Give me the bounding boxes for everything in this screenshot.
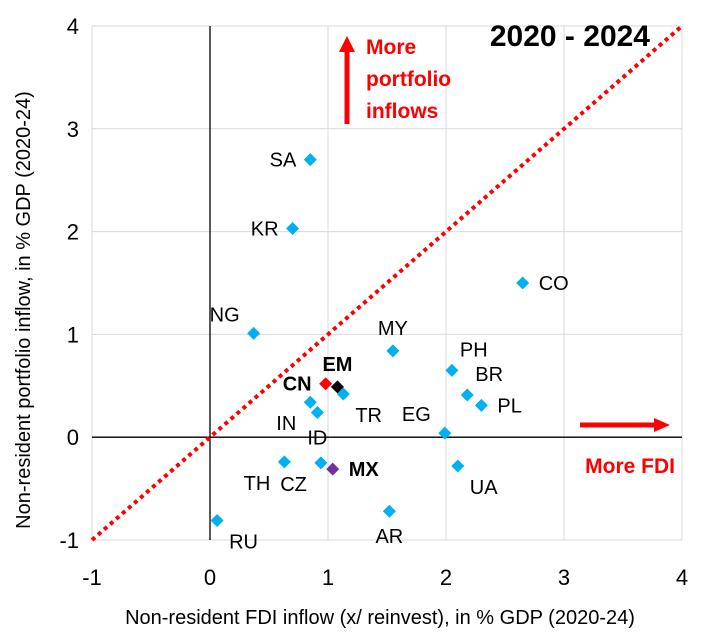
label-em: EM: [322, 354, 352, 376]
point-mx: [326, 462, 340, 476]
portfolio-annotation-line: More: [366, 36, 416, 59]
point-eg: [438, 426, 452, 440]
portfolio-annotation: More portfolio inflows: [339, 36, 451, 124]
label-cn: CN: [283, 374, 312, 396]
y-tick-label: -1: [59, 528, 79, 553]
point-labels: SA KR NG CO MY PH BR PL EG TR IN ID TH CZ UA AR RU EM CN MX: [210, 150, 569, 554]
x-tick-label: 4: [676, 565, 688, 590]
gridlines: [91, 25, 683, 541]
label-ar: AR: [375, 526, 403, 548]
label-ng: NG: [210, 304, 240, 326]
x-tick-label: 2: [440, 565, 452, 590]
y-axis-title: Non-resident portfolio inflow, in % GDP …: [13, 91, 35, 529]
portfolio-annotation-line: inflows: [366, 100, 438, 123]
fdi-annotation: More FDI: [580, 418, 675, 478]
point-cz: [314, 456, 328, 470]
point-tr: [336, 387, 350, 401]
point-pl: [474, 398, 488, 412]
label-ph: PH: [460, 339, 488, 361]
y-tick-label: 4: [67, 14, 79, 39]
point-ar: [382, 504, 396, 518]
point-ph: [445, 363, 459, 377]
point-em: [330, 380, 344, 394]
label-eg: EG: [402, 404, 431, 426]
label-my: MY: [378, 318, 408, 340]
label-kr: KR: [251, 219, 279, 241]
point-sa: [303, 153, 317, 167]
point-ru: [210, 513, 224, 527]
x-axis-title: Non-resident FDI inflow (x/ reinvest), i…: [125, 607, 635, 629]
label-th: TH: [244, 473, 271, 495]
y-tick-label: 3: [67, 117, 79, 142]
axes: [92, 26, 682, 540]
label-pl: PL: [497, 395, 521, 417]
y-tick-label: 1: [67, 322, 79, 347]
point-cn: [319, 377, 333, 391]
y-tick-label: 2: [67, 220, 79, 245]
point-my: [386, 344, 400, 358]
label-ua: UA: [470, 477, 498, 499]
fdi-annotation-text: More FDI: [585, 455, 675, 478]
point-kr: [286, 222, 300, 236]
x-tick-label: -1: [82, 565, 102, 590]
x-tick-label: 3: [558, 565, 570, 590]
point-id: [310, 406, 324, 420]
label-co: CO: [539, 273, 569, 295]
reference-line: [90, 24, 684, 542]
point-br: [460, 388, 474, 402]
right-arrow-head: [654, 418, 670, 432]
point-co: [516, 276, 530, 290]
label-sa: SA: [270, 150, 297, 172]
label-br: BR: [475, 364, 503, 386]
point-ua: [451, 459, 465, 473]
portfolio-annotation-line: portfolio: [366, 68, 451, 91]
label-ru: RU: [229, 531, 258, 553]
label-cz: CZ: [280, 474, 307, 496]
chart-title: 2020 - 2024: [490, 20, 650, 53]
y-tick-label: 0: [67, 425, 79, 450]
label-tr: TR: [355, 405, 382, 427]
reference-line-group: [90, 24, 684, 542]
point-ng: [247, 326, 261, 340]
label-mx: MX: [349, 459, 380, 481]
data-points: [210, 153, 530, 527]
x-tick-label: 0: [204, 565, 216, 590]
label-id: ID: [307, 428, 327, 450]
up-arrow-head: [339, 36, 355, 52]
label-in: IN: [276, 413, 296, 435]
point-in: [303, 395, 317, 409]
tick-labels: -1 0 1 2 3 4 -1 0 1 2 3 4: [59, 14, 688, 590]
x-tick-label: 1: [322, 565, 334, 590]
point-th: [277, 455, 291, 469]
